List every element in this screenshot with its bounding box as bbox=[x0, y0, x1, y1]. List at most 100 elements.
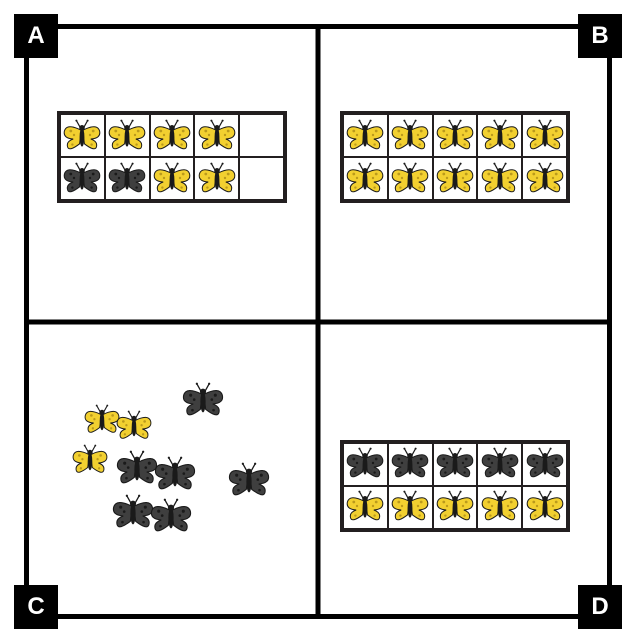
butterfly-dark bbox=[181, 382, 225, 419]
butterfly-yellow-icon bbox=[345, 490, 385, 524]
butterfly-yellow bbox=[435, 119, 475, 153]
ten-frame-cell bbox=[478, 487, 521, 528]
butterfly-yellow bbox=[345, 162, 385, 196]
butterfly-yellow-icon bbox=[197, 119, 237, 153]
ten-frame-d bbox=[340, 440, 570, 532]
ten-frame-cell bbox=[344, 158, 387, 199]
label-c: C bbox=[14, 585, 58, 629]
butterfly-dark-icon bbox=[149, 498, 193, 535]
ten-frame-cell bbox=[195, 115, 238, 156]
butterfly-yellow bbox=[480, 162, 520, 196]
butterfly-dark bbox=[149, 498, 193, 535]
butterfly-yellow bbox=[345, 490, 385, 524]
ten-frame-cell bbox=[434, 115, 477, 156]
butterfly-yellow bbox=[197, 119, 237, 153]
butterfly-dark bbox=[390, 447, 430, 481]
quadrant-b bbox=[318, 29, 607, 322]
ten-frame-cell bbox=[434, 444, 477, 485]
ten-frame-cell bbox=[344, 487, 387, 528]
ten-frame-cell bbox=[106, 158, 149, 199]
butterfly-yellow-icon bbox=[197, 162, 237, 196]
ten-frame-cell bbox=[240, 158, 283, 199]
butterfly-yellow-icon bbox=[62, 119, 102, 153]
ten-frame-cell bbox=[389, 158, 432, 199]
butterfly-yellow bbox=[435, 162, 475, 196]
butterfly-yellow-icon bbox=[435, 162, 475, 196]
ten-frame-cell bbox=[478, 115, 521, 156]
butterfly-yellow-icon bbox=[525, 490, 565, 524]
ten-frame-cell bbox=[434, 487, 477, 528]
butterfly-dark-icon bbox=[480, 447, 520, 481]
butterfly-dark-icon bbox=[390, 447, 430, 481]
butterfly-yellow bbox=[115, 410, 153, 442]
butterfly-dark-icon bbox=[227, 462, 271, 499]
main-grid bbox=[24, 24, 612, 619]
label-b: B bbox=[578, 14, 622, 58]
ten-frame-cell bbox=[344, 444, 387, 485]
ten-frame-a bbox=[57, 111, 287, 203]
butterfly-dark-icon bbox=[435, 447, 475, 481]
ten-frame-cell bbox=[61, 158, 104, 199]
butterfly-dark-icon bbox=[62, 162, 102, 196]
butterfly-yellow-icon bbox=[480, 119, 520, 153]
butterfly-dark-icon bbox=[181, 382, 225, 419]
ten-frame-cell bbox=[240, 115, 283, 156]
ten-frame-cell bbox=[478, 444, 521, 485]
ten-frame-cell bbox=[523, 444, 566, 485]
scatter-c bbox=[29, 322, 318, 615]
quadrant-a bbox=[29, 29, 318, 322]
butterfly-yellow-icon bbox=[390, 162, 430, 196]
label-d: D bbox=[578, 585, 622, 629]
butterfly-yellow bbox=[152, 162, 192, 196]
ten-frame-cell bbox=[151, 115, 194, 156]
butterfly-yellow-icon bbox=[435, 490, 475, 524]
butterfly-yellow bbox=[107, 119, 147, 153]
butterfly-yellow-icon bbox=[345, 162, 385, 196]
butterfly-yellow bbox=[480, 490, 520, 524]
ten-frame-cell bbox=[389, 444, 432, 485]
label-a: A bbox=[14, 14, 58, 58]
butterfly-yellow-icon bbox=[480, 162, 520, 196]
butterfly-dark bbox=[480, 447, 520, 481]
butterfly-yellow bbox=[152, 119, 192, 153]
butterfly-dark bbox=[227, 462, 271, 499]
ten-frame-cell bbox=[151, 158, 194, 199]
butterfly-yellow bbox=[525, 162, 565, 196]
butterfly-yellow bbox=[525, 119, 565, 153]
ten-frame-b bbox=[340, 111, 570, 203]
butterfly-dark bbox=[153, 456, 197, 493]
butterfly-yellow-icon bbox=[107, 119, 147, 153]
ten-frame-cell bbox=[389, 487, 432, 528]
quadrant-c bbox=[29, 322, 318, 615]
ten-frame-cell bbox=[478, 158, 521, 199]
butterfly-yellow bbox=[345, 119, 385, 153]
butterfly-dark-icon bbox=[107, 162, 147, 196]
ten-frame-cell bbox=[434, 158, 477, 199]
butterfly-dark bbox=[345, 447, 385, 481]
ten-frame-cell bbox=[344, 115, 387, 156]
butterfly-yellow bbox=[62, 119, 102, 153]
butterfly-yellow bbox=[197, 162, 237, 196]
butterfly-yellow-icon bbox=[71, 444, 109, 476]
butterfly-yellow-icon bbox=[390, 119, 430, 153]
butterfly-yellow-icon bbox=[480, 490, 520, 524]
butterfly-yellow-icon bbox=[525, 162, 565, 196]
butterfly-dark-icon bbox=[525, 447, 565, 481]
ten-frame-cell bbox=[389, 115, 432, 156]
butterfly-dark-icon bbox=[345, 447, 385, 481]
butterfly-yellow-icon bbox=[152, 162, 192, 196]
butterfly-yellow bbox=[390, 490, 430, 524]
ten-frame-cell bbox=[523, 115, 566, 156]
butterfly-dark-icon bbox=[153, 456, 197, 493]
ten-frame-cell bbox=[523, 487, 566, 528]
butterfly-yellow-icon bbox=[435, 119, 475, 153]
butterfly-dark bbox=[62, 162, 102, 196]
butterfly-yellow bbox=[71, 444, 109, 476]
butterfly-yellow bbox=[390, 162, 430, 196]
butterfly-dark bbox=[435, 447, 475, 481]
butterfly-dark bbox=[525, 447, 565, 481]
ten-frame-cell bbox=[195, 158, 238, 199]
butterfly-yellow bbox=[435, 490, 475, 524]
ten-frame-cell bbox=[106, 115, 149, 156]
butterfly-yellow bbox=[525, 490, 565, 524]
